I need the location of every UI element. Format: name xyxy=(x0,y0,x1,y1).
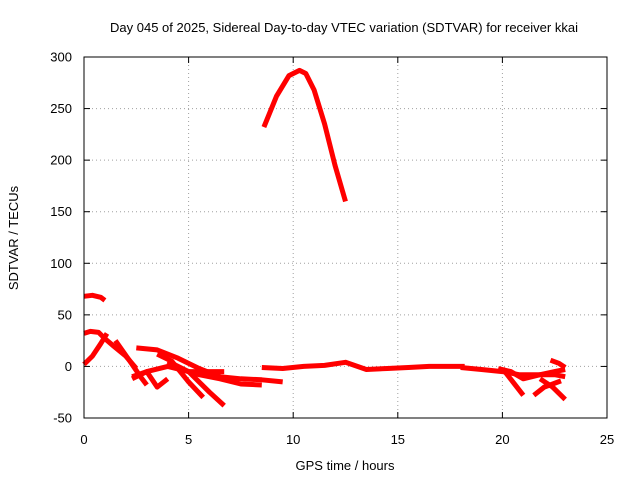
y-tick-label: 150 xyxy=(50,204,72,219)
series-arc-mid-flat xyxy=(261,359,465,372)
y-tick-label: 300 xyxy=(50,50,72,65)
x-tick-label: 15 xyxy=(391,432,405,447)
chart-title: Day 045 of 2025, Sidereal Day-to-day VTE… xyxy=(110,20,578,35)
grid xyxy=(84,57,607,418)
y-tick-label: 100 xyxy=(50,256,72,271)
series-arc-late-5 xyxy=(538,376,567,402)
series-arc-late-6 xyxy=(549,357,567,370)
x-tick-label: 25 xyxy=(600,432,614,447)
y-tick-label: 0 xyxy=(65,359,72,374)
y-axis-ticks: -50 0 50 100 150 200 250 300 xyxy=(50,50,607,426)
y-tick-label: 200 xyxy=(50,153,72,168)
series-arc-peak xyxy=(261,67,348,203)
x-tick-label: 5 xyxy=(185,432,192,447)
series-arc-h xyxy=(198,369,283,385)
x-tick-label: 10 xyxy=(286,432,300,447)
series-arc-late-3 xyxy=(500,366,526,397)
x-axis-ticks: 0 5 10 15 20 25 xyxy=(80,57,614,447)
data-series xyxy=(82,67,567,408)
series-arc-late-2 xyxy=(497,366,566,382)
y-tick-label: 50 xyxy=(58,307,72,322)
y-axis-label: SDTVAR / TECUs xyxy=(6,185,21,290)
x-tick-label: 0 xyxy=(80,432,87,447)
series-arc-a xyxy=(113,339,149,387)
series-arc-early-high xyxy=(83,292,107,303)
plot-frame xyxy=(83,56,608,419)
y-tick-label: -50 xyxy=(53,411,72,426)
series-arc-early-rise xyxy=(82,332,110,367)
x-tick-label: 20 xyxy=(495,432,509,447)
series-arc-late-4 xyxy=(532,378,562,398)
y-tick-label: 250 xyxy=(50,101,72,116)
x-axis-label: GPS time / hours xyxy=(296,458,395,473)
